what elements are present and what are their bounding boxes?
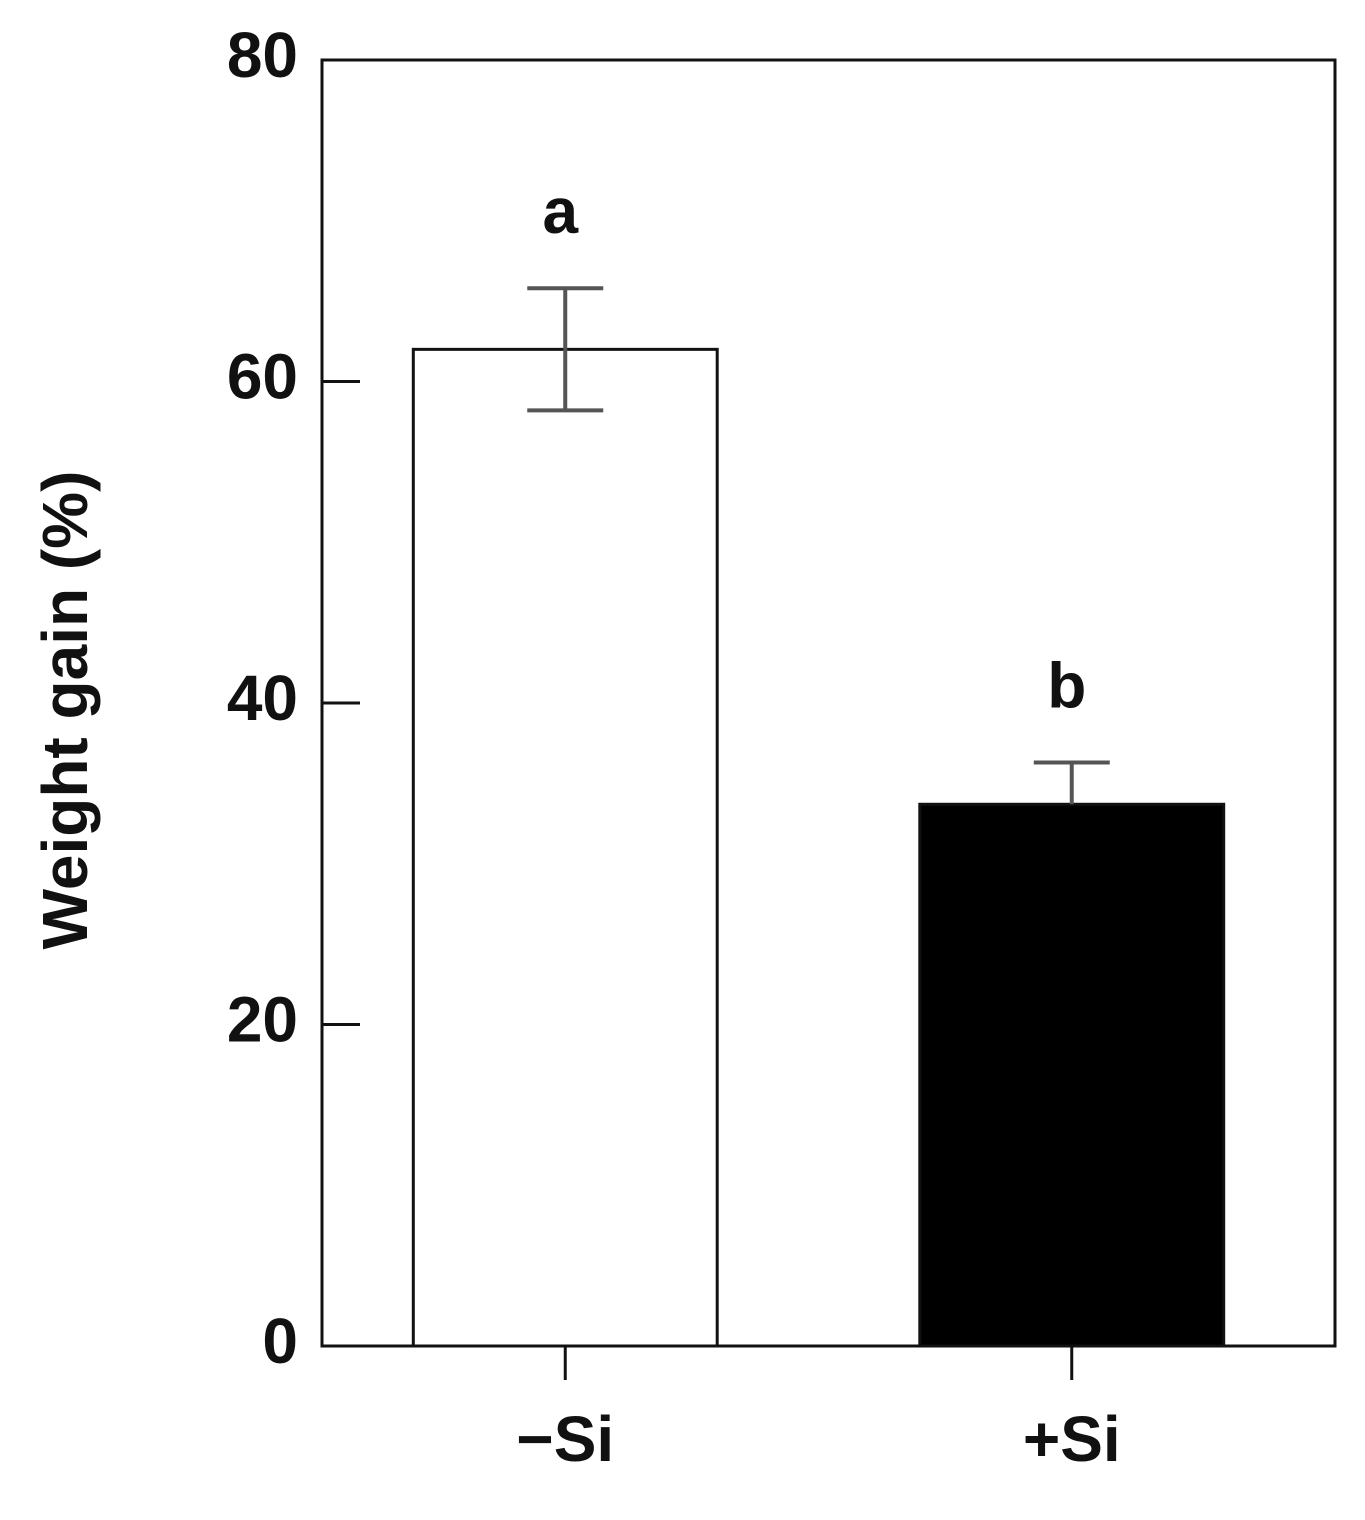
annotation: a bbox=[542, 175, 578, 247]
y-tick-label: 60 bbox=[227, 340, 298, 412]
y-tick-label: 80 bbox=[227, 19, 298, 91]
y-tick-label: 0 bbox=[262, 1305, 298, 1377]
y-tick-label: 20 bbox=[227, 983, 298, 1055]
plot-frame bbox=[320, 58, 1337, 1348]
bar bbox=[411, 347, 719, 1348]
x-tick-label: −Si bbox=[516, 1403, 614, 1475]
y-tick-label: 40 bbox=[227, 662, 298, 734]
annotation: b bbox=[1047, 649, 1086, 721]
bar bbox=[918, 802, 1226, 1348]
y-axis-label: Weight gain (%) bbox=[29, 471, 101, 950]
x-tick-label: +Si bbox=[1023, 1403, 1121, 1475]
